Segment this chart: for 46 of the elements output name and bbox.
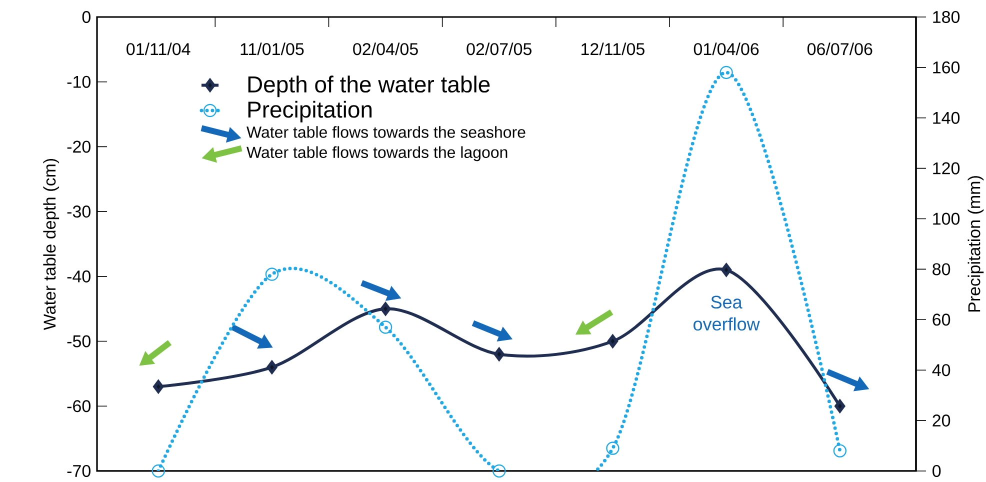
y-axis-title: Water table depth (cm): [43, 158, 60, 330]
x-tick-label: 02/04/05: [353, 42, 418, 56]
y-tick-label: -40: [67, 270, 90, 282]
legend-label: Precipitation: [248, 100, 372, 122]
y2-tick-label: 40: [932, 364, 950, 376]
point: [492, 464, 506, 478]
x-tick-label: 01/04/06: [694, 42, 759, 56]
x-tick-label: 06/07/06: [807, 42, 872, 56]
x-tick-label: 01/11/04: [126, 42, 190, 56]
y2-tick-label: 180: [933, 10, 960, 24]
point: [720, 66, 733, 80]
y-tick-label: -10: [67, 76, 90, 88]
point: [153, 380, 164, 394]
y-tick-label: -60: [67, 400, 90, 412]
y2-tick-label: 140: [933, 112, 960, 124]
y2-tick-label: 80: [932, 263, 950, 276]
y2-axis-title: Precipitation (mm): [968, 176, 984, 312]
y2-tick-label: 0: [932, 464, 941, 478]
x-tick-label: 12/11/05: [582, 42, 644, 56]
point: [834, 400, 846, 413]
y2-tick-label: 100: [933, 212, 960, 225]
point: [606, 442, 620, 455]
point: [378, 320, 392, 334]
y2-tick-label: 20: [932, 414, 950, 427]
y-tick-label: -20: [67, 140, 90, 153]
point: [721, 263, 732, 276]
y2-tick-label: 120: [933, 162, 960, 174]
annotation: Sea overflow: [694, 296, 760, 331]
y-tick-label: -50: [67, 335, 90, 348]
y-tick-label: 0: [82, 10, 90, 24]
y-tick-label: -30: [67, 206, 90, 218]
y-tick-label: -70: [67, 464, 90, 478]
y2-tick-label: 160: [933, 61, 960, 74]
point: [152, 464, 165, 478]
annotation: Water table flows towards the lagoon: [246, 146, 508, 162]
point: [265, 268, 279, 281]
legend-label: Depth of the water table: [248, 76, 490, 98]
point: [833, 444, 846, 458]
point: [380, 302, 391, 316]
point: [266, 360, 278, 374]
x-tick-label: 02/07/05: [466, 42, 532, 56]
annotation: Water table flows towards the seashore: [246, 126, 526, 138]
y2-tick-label: 60: [932, 314, 950, 326]
point: [494, 348, 504, 361]
x-tick-label: 11/01/05: [240, 42, 304, 56]
point: [607, 334, 618, 348]
